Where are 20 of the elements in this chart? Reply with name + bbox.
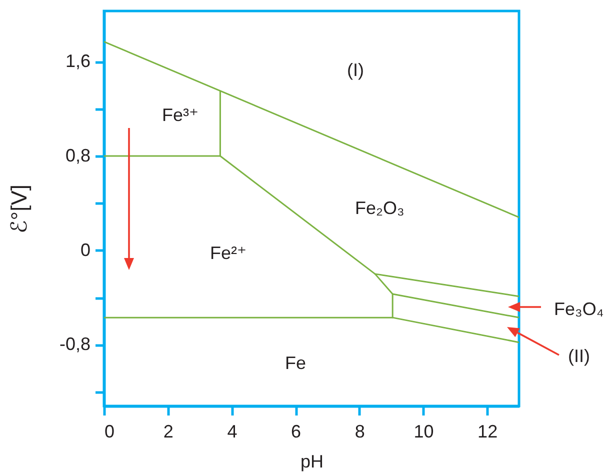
- y-tick-label: 0: [80, 240, 90, 260]
- annotation: Fe²⁺: [210, 243, 247, 263]
- text: Fe₃O₄: [554, 299, 604, 319]
- x-axis-title: pH: [300, 452, 324, 472]
- y-tick-label: -0,8: [59, 334, 90, 354]
- x-tick-label: 0: [104, 422, 115, 442]
- annotation: Fe³⁺: [162, 105, 199, 125]
- annotation: (I): [347, 60, 364, 80]
- x-tick-label: 6: [291, 422, 302, 442]
- annotation: Fe: [285, 353, 306, 373]
- x-tick-label: 4: [227, 422, 238, 442]
- y-tick-label: 0,8: [65, 146, 90, 166]
- x-tick-label: 8: [354, 422, 365, 442]
- x-tick-label: 2: [163, 422, 174, 442]
- x-tick-label: 12: [478, 422, 498, 442]
- y-tick-label: 1,6: [65, 51, 90, 72]
- text: (II): [568, 346, 590, 366]
- annotation: Fe₂O₃: [355, 198, 404, 218]
- x-tick-label: 10: [414, 422, 434, 442]
- y-axis-title: ℰ°[V]: [6, 184, 32, 234]
